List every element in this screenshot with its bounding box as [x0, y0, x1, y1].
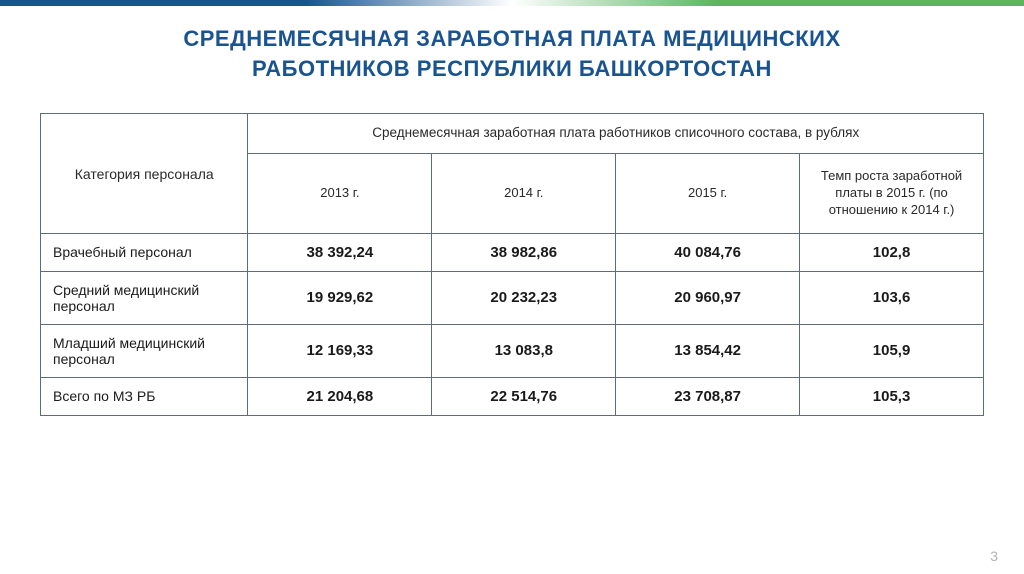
col-2013: 2013 г. — [248, 154, 432, 234]
cell-2014: 13 083,8 — [432, 324, 616, 377]
salary-table: Категория персонала Среднемесячная зараб… — [40, 113, 984, 416]
cell-growth: 102,8 — [800, 233, 984, 271]
title-block: СРЕДНЕМЕСЯЧНАЯ ЗАРАБОТНАЯ ПЛАТА МЕДИЦИНС… — [0, 6, 1024, 91]
cell-2014: 38 982,86 — [432, 233, 616, 271]
table-header-row-1: Категория персонала Среднемесячная зараб… — [41, 114, 984, 154]
cell-2013: 21 204,68 — [248, 377, 432, 415]
cell-2013: 38 392,24 — [248, 233, 432, 271]
cell-2013: 12 169,33 — [248, 324, 432, 377]
cell-growth: 103,6 — [800, 271, 984, 324]
table-row: Младший медицинский персонал 12 169,33 1… — [41, 324, 984, 377]
title-line-2: РАБОТНИКОВ РЕСПУБЛИКИ БАШКОРТОСТАН — [50, 54, 974, 84]
cell-2015: 40 084,76 — [616, 233, 800, 271]
cell-2015: 23 708,87 — [616, 377, 800, 415]
cell-2015: 20 960,97 — [616, 271, 800, 324]
row-label: Врачебный персонал — [41, 233, 248, 271]
category-header: Категория персонала — [41, 114, 248, 234]
cell-2013: 19 929,62 — [248, 271, 432, 324]
cell-2014: 22 514,76 — [432, 377, 616, 415]
row-label: Средний медицинский персонал — [41, 271, 248, 324]
table-wrap: Категория персонала Среднемесячная зараб… — [0, 91, 1024, 416]
row-label: Младший медицинский персонал — [41, 324, 248, 377]
col-2015: 2015 г. — [616, 154, 800, 234]
table-row: Всего по МЗ РБ 21 204,68 22 514,76 23 70… — [41, 377, 984, 415]
page-number: 3 — [990, 548, 998, 564]
table-row: Средний медицинский персонал 19 929,62 2… — [41, 271, 984, 324]
col-growth: Темп роста заработной платы в 2015 г. (п… — [800, 154, 984, 234]
cell-growth: 105,3 — [800, 377, 984, 415]
super-header: Среднемесячная заработная плата работник… — [248, 114, 984, 154]
table-row: Врачебный персонал 38 392,24 38 982,86 4… — [41, 233, 984, 271]
title-line-1: СРЕДНЕМЕСЯЧНАЯ ЗАРАБОТНАЯ ПЛАТА МЕДИЦИНС… — [50, 24, 974, 54]
cell-2014: 20 232,23 — [432, 271, 616, 324]
cell-growth: 105,9 — [800, 324, 984, 377]
row-label: Всего по МЗ РБ — [41, 377, 248, 415]
cell-2015: 13 854,42 — [616, 324, 800, 377]
col-2014: 2014 г. — [432, 154, 616, 234]
